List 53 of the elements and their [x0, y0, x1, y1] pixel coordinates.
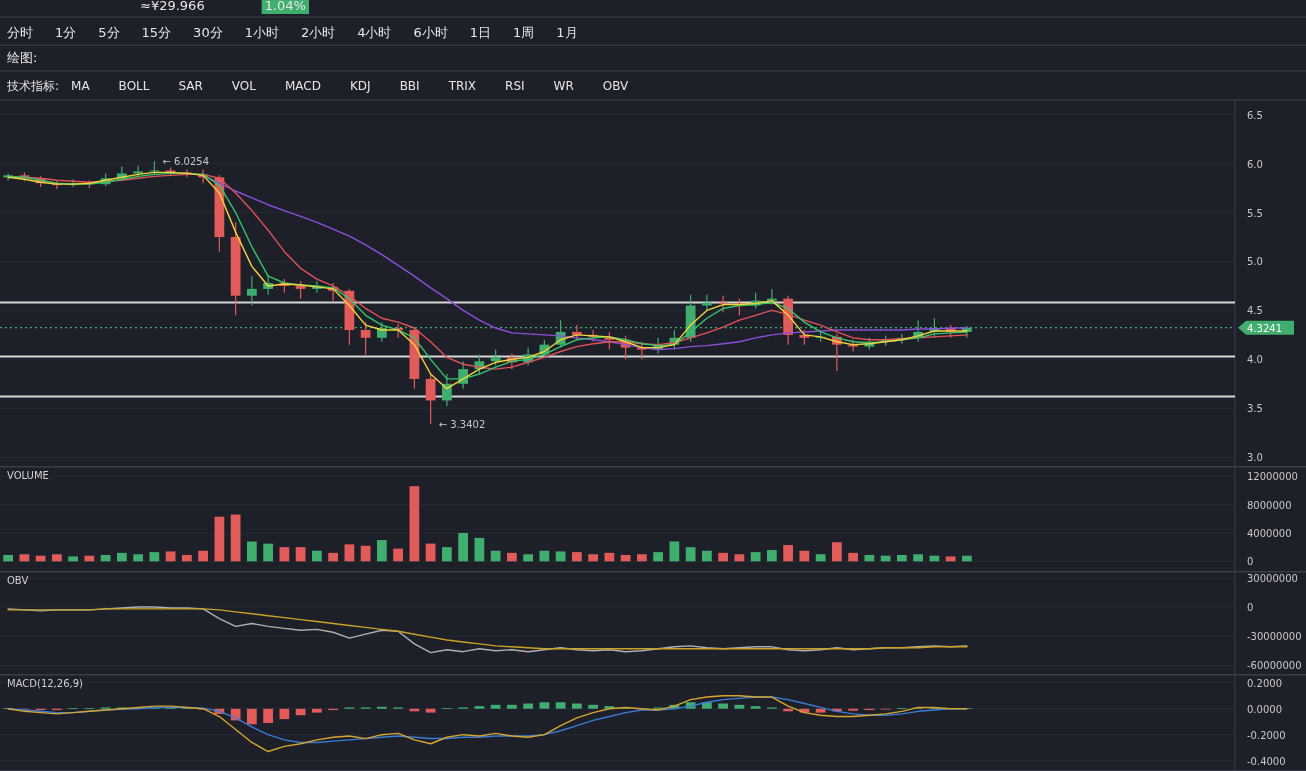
text: SAR: [178, 79, 203, 93]
text: WR: [553, 79, 574, 93]
y-tick-label: 4.5: [1247, 305, 1263, 317]
annotation: ← 3.3402: [438, 418, 486, 430]
y-tick-label: 4000000: [1247, 527, 1292, 539]
text: 1周: [513, 25, 535, 40]
text: RSI: [505, 79, 525, 93]
text: 1.04%: [264, 0, 306, 13]
text: BBI: [399, 79, 420, 93]
y-tick-label: 6.0: [1247, 158, 1263, 170]
annotation: ← 6.0254: [162, 156, 210, 168]
y-tick-label: 5.0: [1247, 256, 1263, 268]
y-tick-label: 5.5: [1247, 207, 1263, 219]
ref-line-label: 4.3241: [1247, 322, 1282, 334]
text: 30分: [193, 25, 223, 40]
text: 绘图:: [7, 50, 38, 65]
text: MA: [71, 79, 91, 93]
y-tick-label: 3.5: [1247, 403, 1263, 415]
text: OBV: [602, 79, 630, 93]
text: 1小时: [244, 25, 279, 40]
text: 6小时: [413, 25, 448, 40]
y-tick-label: -0.4000: [1247, 755, 1286, 767]
text: MACD: [284, 79, 321, 93]
y-tick-label: 30000000: [1247, 572, 1298, 584]
y-tick-label: 4.0: [1247, 354, 1263, 366]
y-tick-label: 6.5: [1247, 109, 1263, 121]
text: 1日: [469, 25, 492, 40]
y-tick-label: 3.0: [1247, 452, 1263, 464]
text: 15分: [141, 25, 172, 40]
text: 1分: [55, 25, 77, 40]
y-tick-label: -60000000: [1247, 660, 1302, 672]
text: KDJ: [349, 79, 371, 93]
chart-title: MACD(12,26,9): [7, 678, 84, 689]
text: TRIX: [447, 79, 477, 93]
text: 5分: [98, 25, 120, 40]
y-tick-label: 0: [1247, 556, 1254, 568]
y-tick-label: -0.2000: [1247, 729, 1286, 741]
y-tick-label: 0.2000: [1247, 677, 1282, 689]
text: ≈¥29.966: [140, 0, 205, 13]
text: BOLL: [118, 79, 150, 93]
chart-title: OBV: [7, 575, 29, 586]
chart-title: VOLUME: [7, 470, 49, 481]
y-tick-label: 0: [1247, 601, 1254, 613]
text: 分时: [7, 25, 33, 40]
text: 技术指标:: [6, 79, 60, 93]
text: VOL: [231, 79, 257, 93]
y-tick-label: 8000000: [1247, 499, 1292, 511]
text: 4小时: [357, 25, 392, 40]
text: 1月: [556, 25, 578, 40]
y-tick-label: 12000000: [1247, 471, 1298, 483]
y-tick-label: 0.0000: [1247, 703, 1282, 715]
y-tick-label: -30000000: [1247, 631, 1302, 643]
text: 2小时: [300, 25, 336, 40]
